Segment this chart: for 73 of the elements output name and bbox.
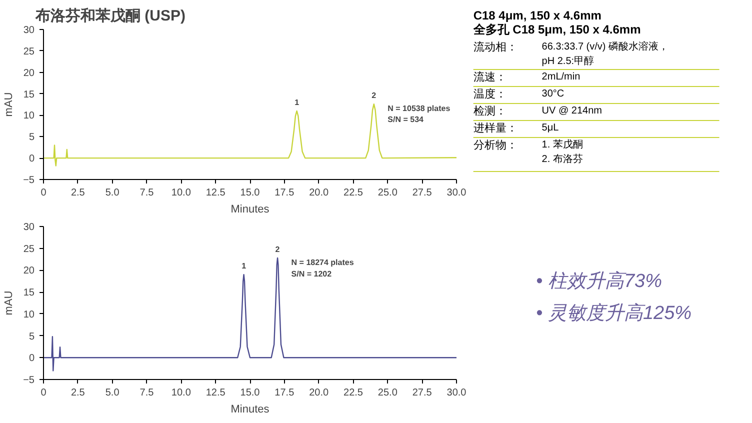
text: 全多孔 C18 5μm, 150 x 4.6mm xyxy=(472,22,641,36)
x-tick-label: 7.5 xyxy=(140,188,154,198)
y-tick-label: 25 xyxy=(23,46,35,58)
x-tick-label: 7.5 xyxy=(140,388,154,398)
y-tick-label: 5 xyxy=(28,331,35,342)
line-series xyxy=(44,257,456,372)
annotation: 2 xyxy=(275,244,280,254)
annotation: N = 10538 plates xyxy=(388,104,451,114)
x-tick-label: 20.0 xyxy=(309,388,330,398)
text: UV @ 214nm xyxy=(542,106,602,116)
x-tick-label: 0 xyxy=(40,188,47,198)
x-tick-label: 20.0 xyxy=(309,188,330,198)
y-tick-label: −5 xyxy=(23,175,35,186)
y-tick-label: 15 xyxy=(23,288,35,299)
x-tick-label: 12.5 xyxy=(206,388,226,398)
annotation: 1 xyxy=(242,262,247,271)
x-tick-label: 10.0 xyxy=(171,188,192,198)
text: • 灵敏度升高125% xyxy=(536,302,692,324)
text: 流速： xyxy=(473,70,506,84)
y-tick-label: 25 xyxy=(23,244,35,255)
x-tick-label: 5.0 xyxy=(105,388,120,398)
y-axis-title: mAU xyxy=(3,92,16,117)
line-series xyxy=(44,103,456,166)
chart-title: 布洛芬和苯戊酮 (USP) xyxy=(34,8,186,24)
text: 66.3:33.7 (v/v) 磷酸水溶液， pH 2.5:甲醇 xyxy=(542,40,669,67)
x-tick-label: 15.0 xyxy=(240,188,260,198)
x-tick-label: 25.0 xyxy=(378,188,398,198)
annotation: S/N = 1202 xyxy=(291,269,332,278)
x-tick-label: 0 xyxy=(40,388,47,398)
annotation: 2 xyxy=(372,91,377,100)
y-tick-label: 0 xyxy=(28,353,35,364)
annotation: N = 18274 plates xyxy=(291,258,354,267)
x-tick-label: 2.5 xyxy=(70,188,86,198)
text: 1. 苯戊酮 2. 布洛芬 xyxy=(542,138,583,165)
text: 2mL/min xyxy=(542,72,580,82)
text: 温度： xyxy=(473,88,506,100)
y-tick-label: 10 xyxy=(23,309,35,320)
y-tick-label: 10 xyxy=(23,110,35,122)
y-tick-label: 15 xyxy=(23,89,35,100)
y-tick-label: 20 xyxy=(23,266,35,277)
x-tick-label: 12.5 xyxy=(206,188,226,198)
y-tick-label: 0 xyxy=(28,154,35,165)
x-tick-label: 30.0 xyxy=(446,388,467,398)
text: 检测： xyxy=(473,106,506,118)
text: 5μL xyxy=(542,122,560,134)
x-tick-label: 22.5 xyxy=(344,388,364,398)
x-tick-label: 25.0 xyxy=(378,388,398,398)
y-axis-title: mAU xyxy=(3,290,16,316)
text: 分析物： xyxy=(473,140,518,152)
y-tick-label: −5 xyxy=(23,375,35,386)
x-tick-label: 2.5 xyxy=(70,388,86,398)
x-tick-label: 17.5 xyxy=(274,188,295,198)
text: 进样量： xyxy=(473,122,518,134)
x-tick-label: 15.0 xyxy=(240,388,260,398)
y-tick-label: 30 xyxy=(23,25,35,36)
x-tick-label: 22.5 xyxy=(344,188,364,198)
annotation: 1 xyxy=(294,98,300,107)
x-tick-label: 27.5 xyxy=(412,388,432,398)
x-tick-label: 10.0 xyxy=(171,388,192,398)
x-tick-label: 27.5 xyxy=(412,188,432,198)
y-tick-label: 5 xyxy=(28,132,35,144)
annotation: S/N = 534 xyxy=(388,115,424,124)
text: 流动相： xyxy=(473,40,518,54)
x-tick-label: 17.5 xyxy=(274,388,295,398)
y-tick-label: 20 xyxy=(23,68,35,79)
x-tick-label: 30.0 xyxy=(446,188,467,198)
x-axis-title: Minutes xyxy=(230,404,270,416)
y-tick-label: 30 xyxy=(23,222,35,233)
text: C18 4μm, 150 x 4.6mm xyxy=(473,8,602,22)
text: • 柱效升高73% xyxy=(536,270,662,292)
text: 30°C xyxy=(542,88,564,100)
x-axis-title: Minutes xyxy=(230,204,270,216)
x-tick-label: 5.0 xyxy=(105,188,120,198)
